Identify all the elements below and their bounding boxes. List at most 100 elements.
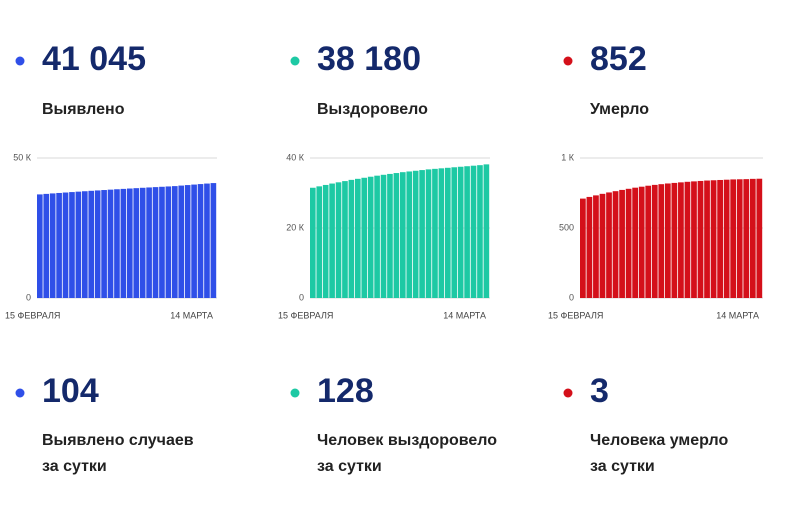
- bar: [114, 189, 120, 298]
- bar: [470, 165, 477, 298]
- bar: [425, 169, 432, 298]
- bar: [438, 168, 445, 298]
- bar: [658, 184, 665, 298]
- bar: [342, 181, 348, 298]
- bar: [756, 178, 763, 298]
- bar: [62, 192, 69, 298]
- bar: [88, 190, 95, 298]
- bar: [75, 191, 82, 298]
- y-tick-label: 0: [299, 292, 304, 302]
- x-tick-label: 14 МАРТА: [716, 310, 759, 320]
- y-tick-label: 20 К: [286, 222, 305, 232]
- bar: [717, 179, 723, 298]
- x-tick-label: 14 МАРТА: [443, 310, 486, 320]
- bar: [139, 187, 146, 298]
- x-tick-label: 15 ФЕВРАЛЯ: [5, 310, 60, 320]
- stat-dot: [290, 56, 300, 66]
- bar: [120, 188, 127, 298]
- bar: [619, 189, 625, 298]
- bar: [82, 191, 88, 298]
- daily-dot: [290, 388, 300, 398]
- bar: [477, 165, 483, 298]
- daily-value: 3: [590, 372, 609, 410]
- bar: [606, 192, 612, 298]
- bar: [684, 181, 691, 298]
- stat-value: 852: [590, 40, 647, 78]
- bar: [710, 180, 717, 298]
- stat-label: Выявлено: [42, 101, 125, 118]
- stat-value: 38 180: [317, 40, 421, 78]
- bar: [159, 186, 165, 298]
- bar: [310, 187, 316, 298]
- y-tick-label: 0: [569, 292, 574, 302]
- bar: [316, 186, 323, 298]
- daily-label: за сутки: [317, 458, 382, 475]
- bar: [671, 182, 678, 298]
- daily-dot: [563, 388, 573, 398]
- bar: [625, 188, 632, 298]
- bar: [749, 178, 756, 298]
- bar: [457, 166, 464, 298]
- bar: [393, 173, 400, 298]
- bar: [374, 175, 380, 298]
- bar: [678, 182, 684, 298]
- bar: [107, 189, 114, 298]
- bar: [612, 191, 619, 298]
- bar: [133, 188, 140, 298]
- bar: [348, 179, 355, 298]
- y-tick-label: 40 К: [286, 152, 305, 162]
- bar: [586, 196, 593, 298]
- bar: [94, 190, 101, 298]
- bar: [632, 187, 639, 298]
- bar: [593, 195, 599, 298]
- bar: [204, 183, 210, 298]
- bar: [645, 185, 652, 298]
- bar: [580, 198, 586, 298]
- bar: [49, 193, 56, 298]
- x-tick-label: 14 МАРТА: [170, 310, 213, 320]
- bar: [412, 170, 419, 298]
- stat-label: Умерло: [590, 101, 649, 118]
- bar: [197, 184, 204, 298]
- bar: [691, 181, 697, 298]
- bar: [146, 187, 152, 298]
- bar: [322, 184, 329, 298]
- bar: [451, 167, 458, 298]
- daily-label: за сутки: [590, 458, 655, 475]
- daily-label: Человек выздоровело: [317, 432, 497, 449]
- bar: [43, 193, 50, 298]
- bar: [723, 179, 730, 298]
- bar: [664, 183, 671, 298]
- bar: [406, 171, 413, 298]
- stat-value: 41 045: [42, 40, 146, 78]
- stat-label: Выздоровело: [317, 101, 428, 118]
- bar: [464, 166, 470, 298]
- daily-label: за сутки: [42, 458, 107, 475]
- bar: [329, 183, 335, 298]
- bar: [599, 193, 606, 298]
- y-tick-label: 50 К: [13, 152, 32, 162]
- bar: [127, 188, 133, 298]
- bar: [37, 194, 43, 298]
- bar: [165, 186, 172, 298]
- bar: [355, 178, 361, 298]
- bar: [483, 164, 490, 298]
- bar: [445, 167, 451, 298]
- bar: [651, 184, 658, 298]
- bar: [730, 179, 737, 298]
- daily-dot: [15, 388, 25, 398]
- x-tick-label: 15 ФЕВРАЛЯ: [278, 310, 333, 320]
- x-tick-label: 15 ФЕВРАЛЯ: [548, 310, 603, 320]
- bar: [736, 179, 743, 298]
- bar: [191, 184, 197, 298]
- bar: [638, 186, 645, 298]
- bar: [152, 187, 159, 298]
- bar: [184, 185, 191, 298]
- bar: [704, 180, 710, 298]
- bar: [335, 182, 342, 298]
- bar: [361, 177, 368, 298]
- daily-value: 128: [317, 372, 374, 410]
- bar: [178, 185, 185, 298]
- bar: [400, 172, 406, 298]
- bar: [367, 176, 374, 298]
